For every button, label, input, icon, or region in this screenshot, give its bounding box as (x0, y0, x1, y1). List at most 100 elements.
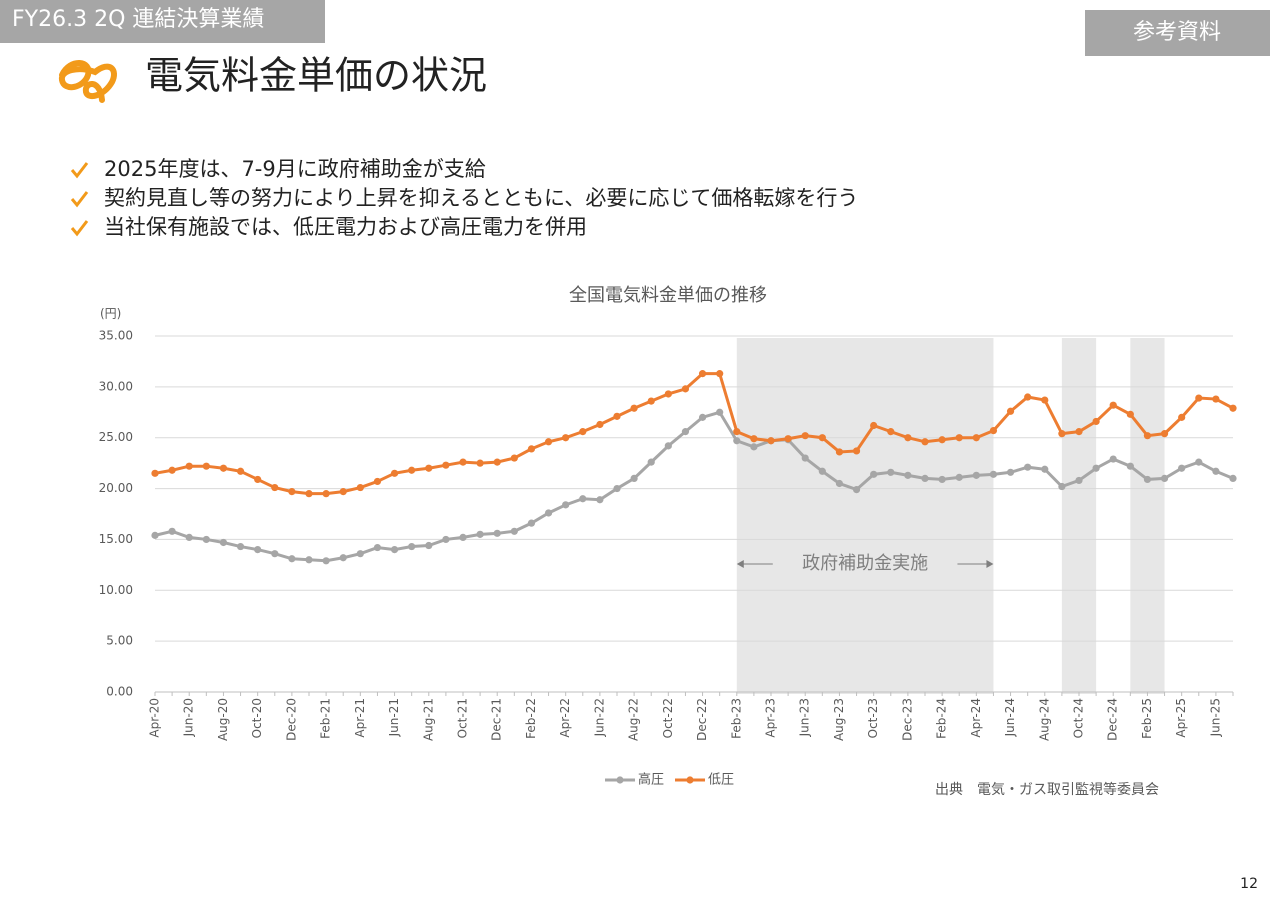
data-point (921, 438, 929, 446)
data-point (356, 483, 364, 492)
data-point (630, 404, 638, 412)
data-point (1143, 475, 1152, 484)
x-tick-label: Aug-22 (627, 698, 641, 741)
data-point (562, 434, 570, 442)
data-point (1229, 474, 1237, 482)
data-point (579, 495, 587, 503)
y-tick-label: 20.00 (99, 481, 133, 495)
data-point (1092, 464, 1100, 472)
shaded-period (1061, 338, 1097, 694)
data-point (1058, 482, 1066, 491)
data-point (1160, 430, 1169, 438)
x-tick-label: Feb-24 (935, 698, 949, 739)
data-point (767, 437, 775, 445)
data-point (613, 412, 621, 420)
data-point (647, 397, 655, 405)
data-point (852, 485, 861, 494)
x-tick-label: Apr-22 (558, 698, 572, 738)
data-point (408, 542, 416, 551)
data-point (356, 550, 364, 558)
y-tick-label: 30.00 (99, 379, 133, 393)
data-point (459, 533, 467, 541)
data-point (579, 428, 587, 436)
data-point (1212, 395, 1220, 403)
data-point (288, 488, 296, 496)
data-point (544, 509, 553, 517)
x-tick-label: Apr-21 (353, 698, 367, 738)
data-point (1058, 430, 1066, 438)
plot-layer: 0.00 5.00 10.00 15.00 20.00 25.00 30.00 35.00 政府… (99, 329, 1237, 788)
data-point (698, 370, 707, 378)
y-tick-label: 15.00 (99, 532, 133, 546)
data-point (373, 477, 382, 486)
data-point (510, 454, 518, 462)
page-number: 12 (1240, 876, 1258, 892)
data-point (904, 434, 912, 442)
data-point (681, 385, 690, 393)
bullet-list: 2025年度は、7-9月に政府補助金が支給 契約見直し等の努力により上昇を抑える… (70, 157, 858, 239)
x-tick-label: Apr-24 (969, 698, 983, 738)
data-point (801, 454, 809, 462)
x-tick-label: Jun-24 (1003, 698, 1017, 737)
chart-title: 全国電気料金単価の推移 (569, 285, 767, 306)
data-point (322, 490, 330, 498)
legend-marker (616, 776, 624, 784)
data-point (390, 546, 399, 554)
bullet: 当社保有施設では、低圧電力および高圧電力を併用 (104, 215, 587, 239)
data-point (236, 467, 245, 475)
data-point (1006, 468, 1015, 476)
data-point (1109, 401, 1117, 409)
data-point (1126, 410, 1134, 418)
x-tick-label: Oct-24 (1072, 698, 1086, 738)
data-point (596, 496, 604, 504)
y-tick-label: 5.00 (106, 634, 133, 648)
data-point (613, 484, 621, 493)
data-point (1075, 476, 1083, 485)
arrow-head (986, 560, 994, 568)
x-tick-label: Aug-21 (421, 698, 435, 741)
data-point (630, 474, 638, 482)
x-tick-label: Aug-24 (1037, 698, 1051, 741)
data-point (185, 462, 193, 470)
data-point (852, 447, 861, 455)
data-point (596, 420, 604, 429)
data-point (801, 432, 809, 440)
data-point (202, 535, 210, 544)
bullet: 2025年度は、7-9月に政府補助金が支給 (104, 157, 486, 181)
data-point (733, 428, 741, 436)
bullet: 契約見直し等の努力により上昇を抑えるとともに、必要に応じて価格転嫁を行う (104, 186, 858, 210)
page-title: 電気料金単価の状況 (145, 54, 487, 98)
x-tick-label: Oct-20 (250, 698, 264, 738)
x-tick-label: Dec-21 (490, 698, 504, 741)
data-point (219, 464, 228, 472)
section-label: FY26.3 2Q 連結決算業績 (12, 7, 264, 32)
data-point (1212, 467, 1220, 475)
series-line (154, 410, 1234, 563)
check-icon (70, 220, 89, 237)
x-tick-label: Feb-22 (524, 698, 538, 739)
x-tick-label: Dec-23 (900, 698, 914, 741)
data-point (870, 421, 878, 430)
x-tick-label: Jun-20 (182, 698, 196, 737)
x-tick-label: Jun-23 (798, 698, 812, 737)
x-tick-label: Jun-25 (1208, 698, 1222, 737)
arrow-head (736, 560, 744, 568)
data-point (254, 546, 262, 554)
data-point (339, 488, 347, 496)
shade-layer (736, 338, 1165, 694)
data-point (1195, 394, 1203, 402)
data-point (835, 479, 844, 488)
data-point (955, 473, 963, 481)
data-point (1024, 393, 1032, 401)
annotation: 政府補助金実施 (802, 553, 928, 574)
x-tick-label: Apr-20 (148, 698, 162, 738)
check-icon (70, 191, 89, 208)
x-tick-label: Oct-21 (456, 698, 470, 738)
data-point (784, 435, 792, 443)
data-point (1126, 462, 1134, 470)
legend-label: 低圧 (708, 773, 734, 788)
shaded-period (1130, 338, 1165, 694)
x-tick-label: Apr-25 (1174, 698, 1188, 738)
data-point (972, 471, 980, 479)
